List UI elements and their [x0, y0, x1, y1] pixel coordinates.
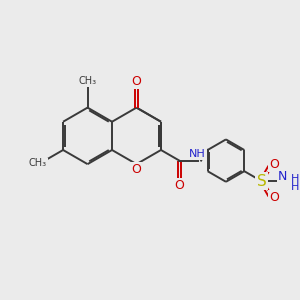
Text: H: H: [290, 182, 299, 192]
Text: H: H: [290, 174, 299, 184]
Text: CH₃: CH₃: [79, 76, 97, 86]
Text: S: S: [256, 174, 266, 189]
Text: NH: NH: [189, 149, 206, 159]
Text: O: O: [132, 163, 141, 176]
Text: O: O: [269, 158, 279, 172]
Text: O: O: [132, 75, 141, 88]
Text: CH₃: CH₃: [28, 158, 47, 168]
Text: O: O: [269, 191, 279, 204]
Text: N: N: [278, 170, 287, 183]
Text: O: O: [174, 179, 184, 192]
